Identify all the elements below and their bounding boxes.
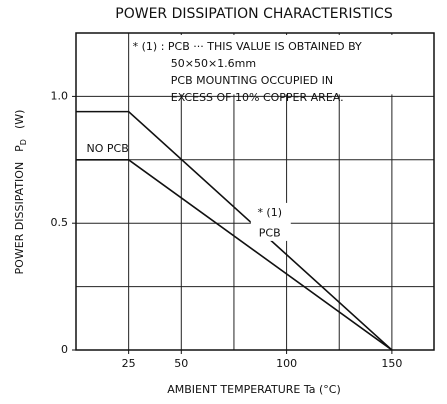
annotation: PCB MOUNTING OCCUPIED IN xyxy=(171,74,333,87)
label-background xyxy=(250,202,291,241)
x-tick-label: 100 xyxy=(276,357,297,370)
y-tick-label: 1.0 xyxy=(51,89,69,102)
y-tick-label: 0 xyxy=(61,343,68,356)
y-tick-label: 0.5 xyxy=(51,216,69,229)
annotation-background xyxy=(130,35,432,95)
x-tick-label: 150 xyxy=(381,357,402,370)
series-label: * (1) xyxy=(257,206,282,219)
annotation: 50×50×1.6mm xyxy=(171,57,256,70)
chart-title: POWER DISSIPATION CHARACTERISTICS xyxy=(115,6,393,22)
series-label: NO PCB xyxy=(87,142,129,155)
x-axis-label: AMBIENT TEMPERATURE Ta (°C) xyxy=(167,383,341,396)
y-axis-label: POWER DISSIPATIONPD(W) xyxy=(13,110,28,275)
plot-frame xyxy=(75,32,435,351)
line xyxy=(76,159,393,351)
x-tick-label: 50 xyxy=(174,357,188,370)
x-tick-label: 25 xyxy=(122,357,136,370)
annotation: * (1) : PCB ··· THIS VALUE IS OBTAINED B… xyxy=(133,40,362,53)
line xyxy=(76,110,393,351)
series-label: PCB xyxy=(259,226,281,239)
annotation: EXCESS OF 10% COPPER AREA. xyxy=(171,91,344,104)
